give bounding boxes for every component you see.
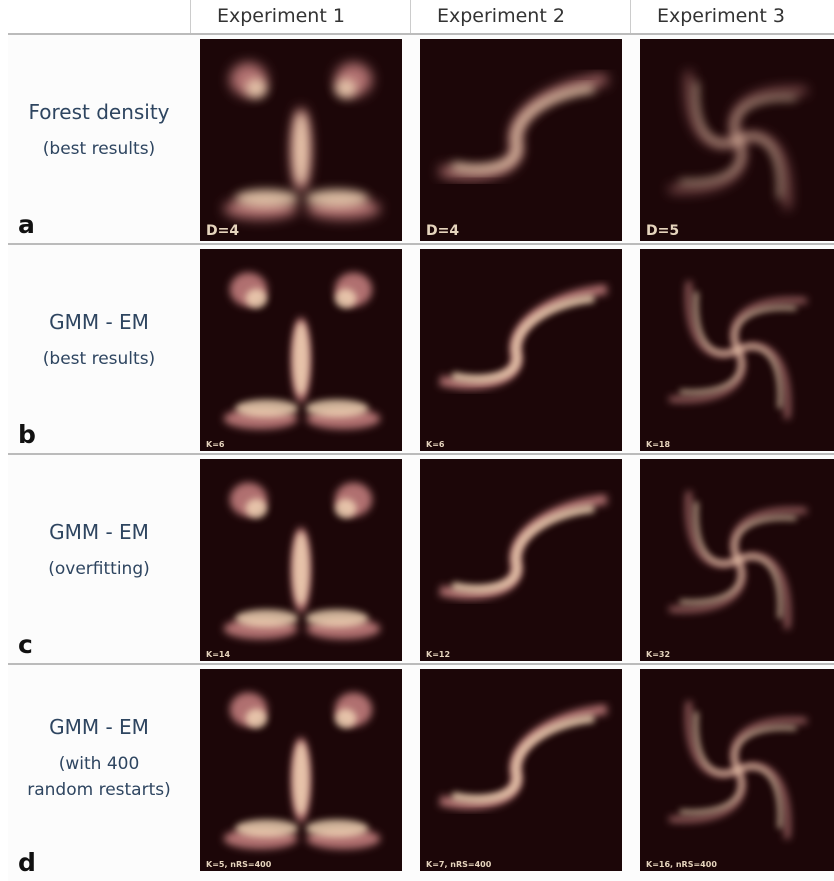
row-subtitle: (best results) [42, 349, 156, 369]
density-panel: K=7, nRS=400 [420, 669, 622, 871]
panel-label: D=4 [206, 223, 240, 239]
panel-label: K=14 [206, 650, 231, 659]
density-image [669, 701, 807, 839]
row-subtitle: (overfitting) [48, 559, 150, 579]
density-panel: K=14 [200, 459, 402, 661]
density-image [669, 491, 807, 629]
density-panel: K=16, nRS=400 [640, 669, 834, 871]
density-panel: K=18 [640, 249, 834, 451]
row-title: Forest density [28, 100, 170, 124]
density-panel: K=32 [640, 459, 834, 661]
density-image [438, 284, 608, 390]
row-label: Forest density (best results) [8, 100, 190, 162]
density-image [438, 74, 608, 180]
row-letter: d [18, 848, 36, 877]
row-letter: c [18, 630, 33, 659]
row-subtitle: (best results) [42, 139, 156, 159]
density-image [438, 494, 608, 600]
row-label: GMM - EM (with 400 random restarts) [8, 715, 190, 803]
density-image [438, 704, 608, 810]
row-subtitle: (with 400 random restarts) [27, 754, 171, 800]
row: GMM - EM (overfitting) c K=14 K=12 K=32 [8, 453, 834, 663]
panel-label: D=5 [646, 223, 680, 239]
panel-label: K=7, nRS=400 [426, 860, 492, 869]
density-image [669, 71, 807, 209]
density-panel: K=6 [420, 249, 622, 451]
density-panel: K=5, nRS=400 [200, 669, 402, 871]
row-title: GMM - EM [49, 715, 149, 739]
row-title: GMM - EM [49, 520, 149, 544]
panel-label: K=16, nRS=400 [646, 860, 717, 869]
row-letter: b [18, 420, 36, 449]
panel-label: K=6 [426, 440, 445, 449]
density-image [223, 272, 381, 430]
panel-label: K=6 [206, 440, 225, 449]
panel-label: K=12 [426, 650, 451, 659]
row-label: GMM - EM (best results) [8, 310, 190, 372]
column-header: Experiment 1 [190, 0, 410, 33]
density-image [223, 482, 381, 640]
density-panel: D=4 [420, 39, 622, 241]
density-image [223, 62, 381, 220]
density-image [223, 692, 381, 850]
row: GMM - EM (best results) b K=6 K=6 K=18 [8, 243, 834, 453]
density-panel: K=6 [200, 249, 402, 451]
panel-label: D=4 [426, 223, 460, 239]
panel-label: K=5, nRS=400 [206, 860, 272, 869]
column-header: Experiment 2 [410, 0, 630, 33]
panel-label: K=32 [646, 650, 671, 659]
panel-label: K=18 [646, 440, 671, 449]
density-panel: D=4 [200, 39, 402, 241]
row-letter: a [18, 210, 35, 239]
density-panel: K=12 [420, 459, 622, 661]
row-title: GMM - EM [49, 310, 149, 334]
row: GMM - EM (with 400 random restarts) d K=5,… [8, 663, 834, 881]
row-label: GMM - EM (overfitting) [8, 520, 190, 582]
column-header: Experiment 3 [630, 0, 834, 33]
density-image [669, 281, 807, 419]
row: Forest density (best results) a D=4 D=4 D=… [8, 33, 834, 243]
density-panel: D=5 [640, 39, 834, 241]
